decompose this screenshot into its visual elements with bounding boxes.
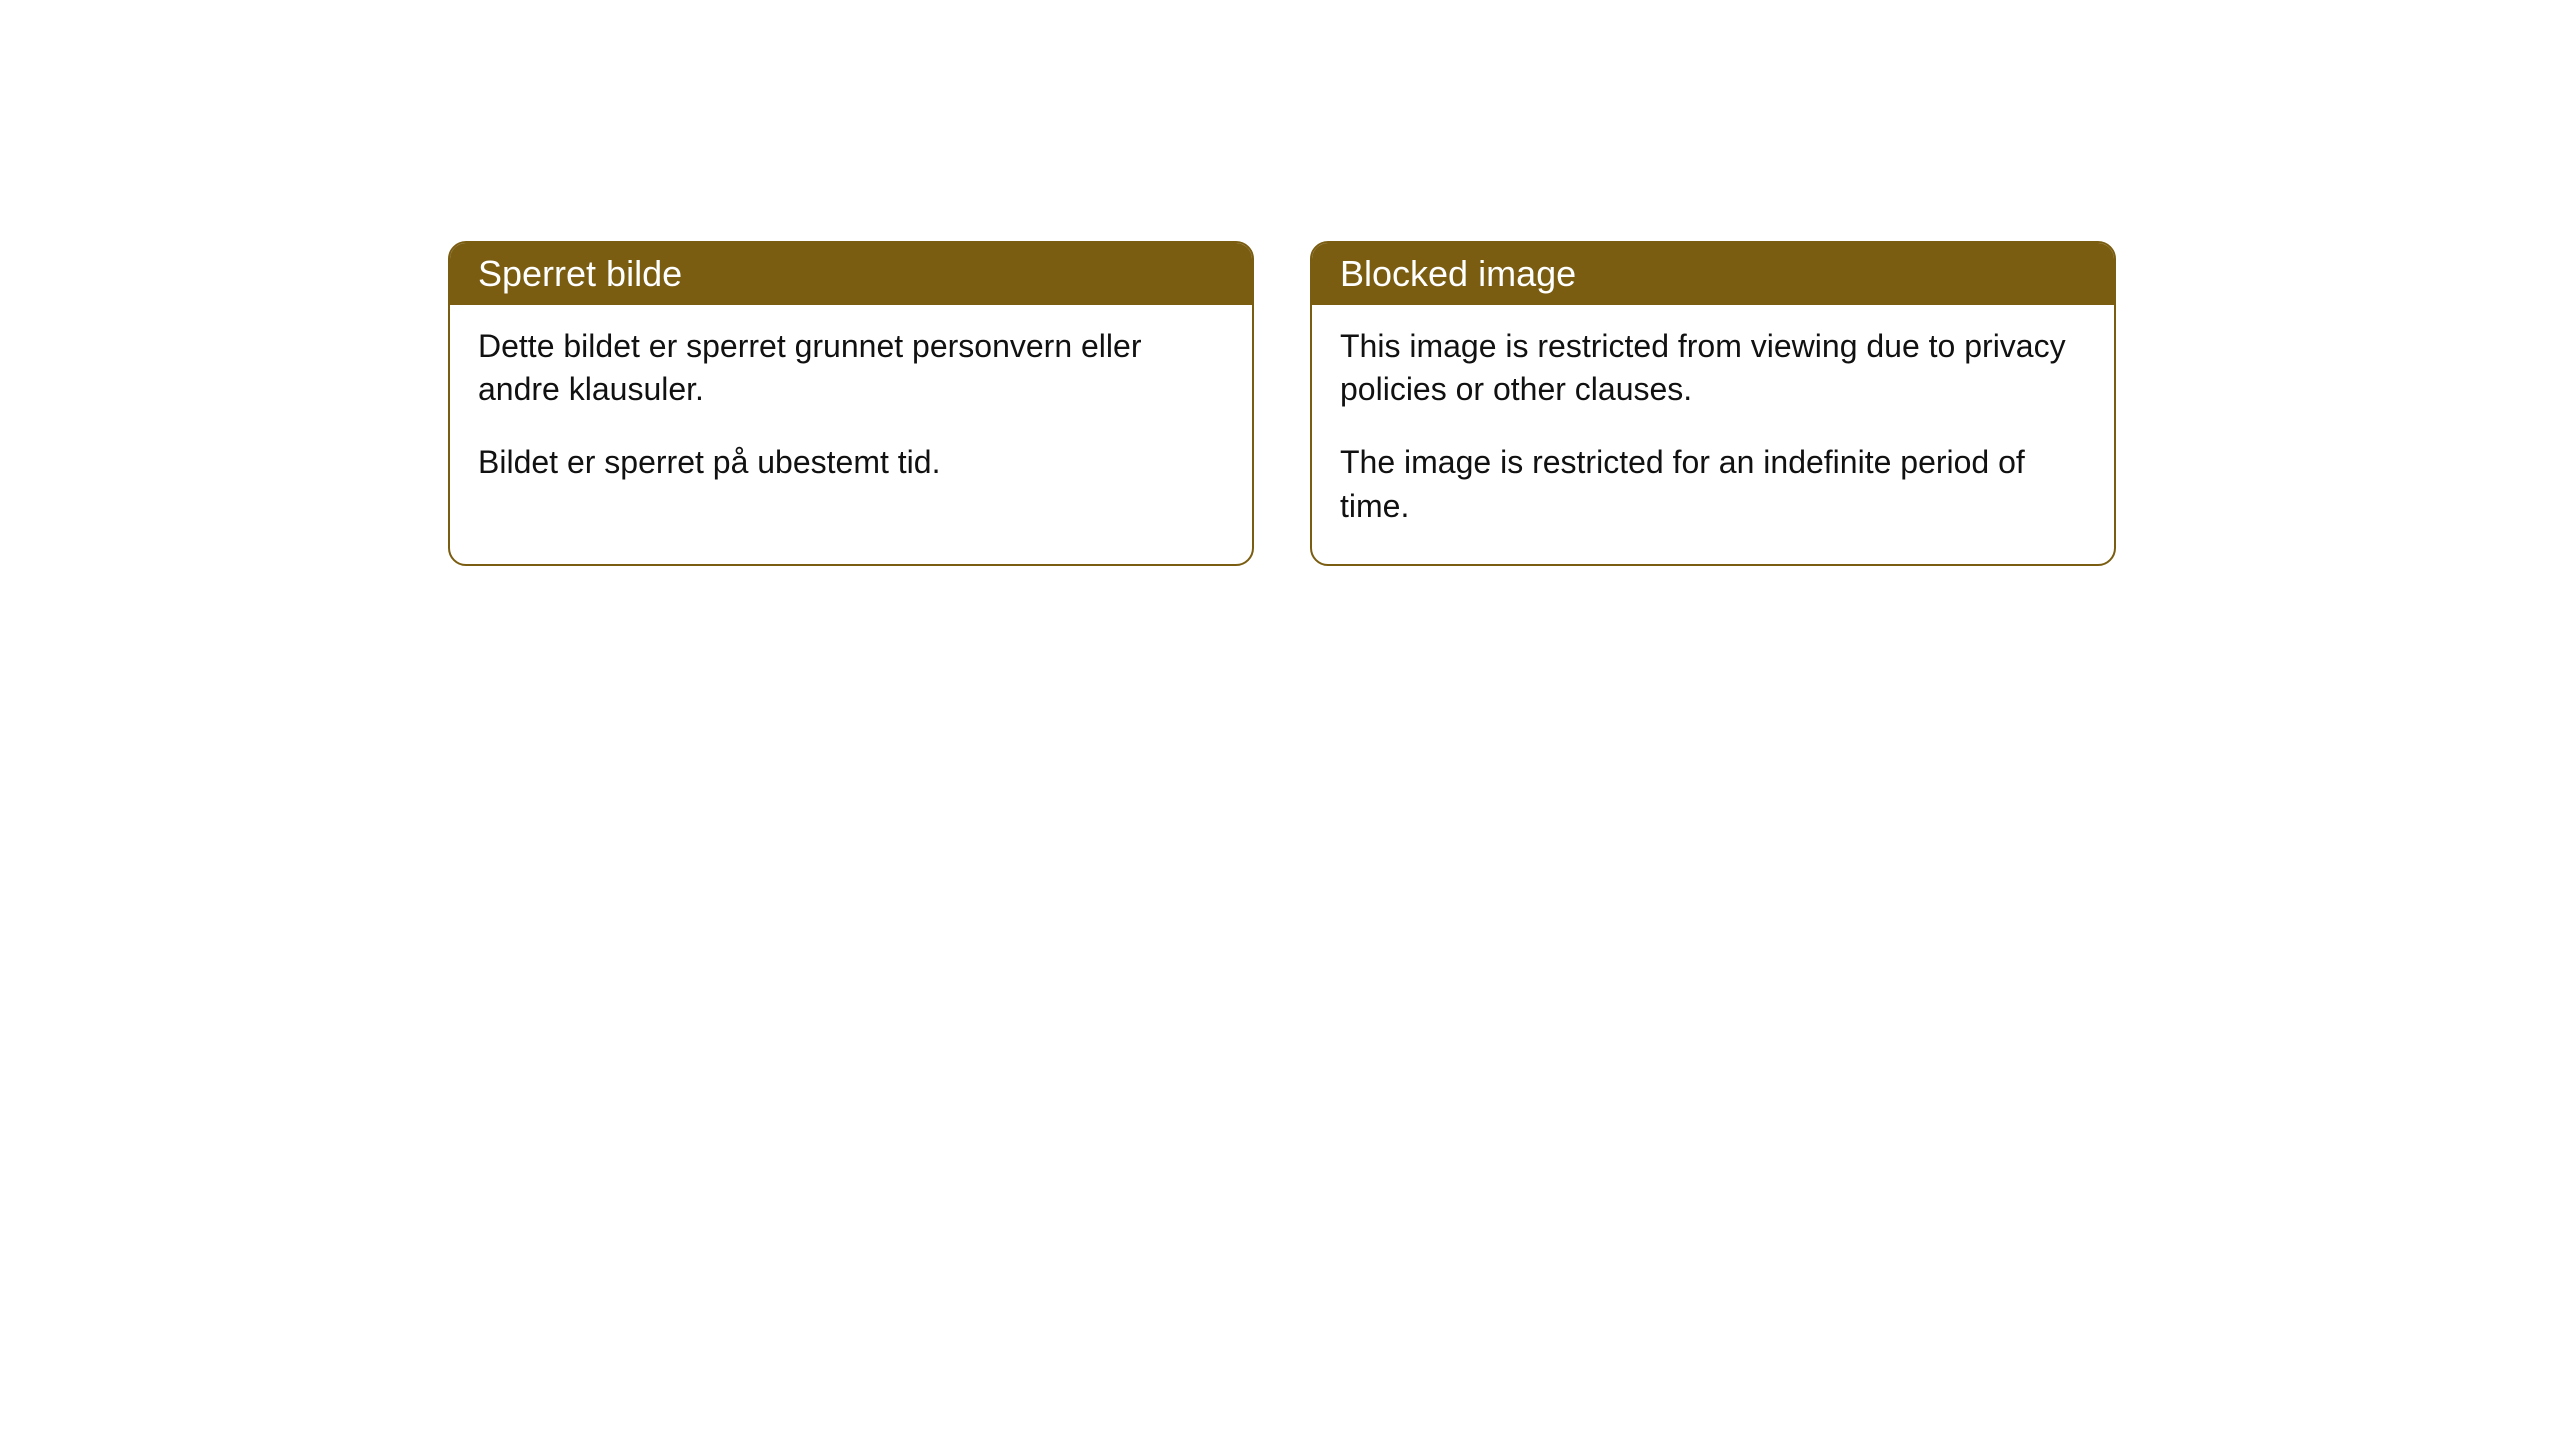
notice-container: Sperret bilde Dette bildet er sperret gr… bbox=[448, 241, 2116, 566]
notice-title-english: Blocked image bbox=[1312, 243, 2114, 305]
notice-title-norwegian: Sperret bilde bbox=[450, 243, 1252, 305]
notice-body-norwegian: Dette bildet er sperret grunnet personve… bbox=[450, 305, 1252, 521]
notice-paragraph: Dette bildet er sperret grunnet personve… bbox=[478, 325, 1224, 411]
notice-paragraph: Bildet er sperret på ubestemt tid. bbox=[478, 441, 1224, 484]
notice-card-english: Blocked image This image is restricted f… bbox=[1310, 241, 2116, 566]
notice-card-norwegian: Sperret bilde Dette bildet er sperret gr… bbox=[448, 241, 1254, 566]
notice-paragraph: The image is restricted for an indefinit… bbox=[1340, 441, 2086, 527]
notice-body-english: This image is restricted from viewing du… bbox=[1312, 305, 2114, 564]
notice-paragraph: This image is restricted from viewing du… bbox=[1340, 325, 2086, 411]
